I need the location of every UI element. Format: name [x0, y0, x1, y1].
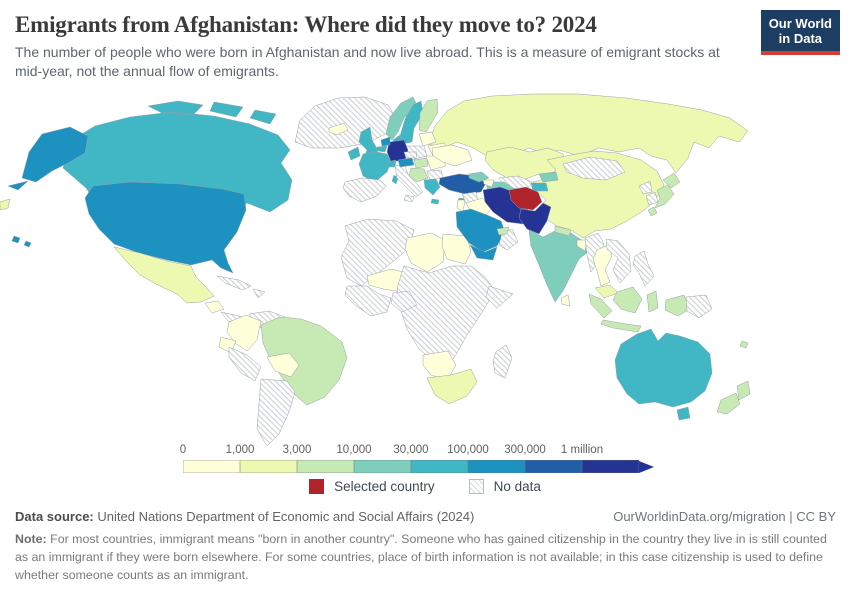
country-bangladesh[interactable] [576, 239, 588, 252]
country-nigeria[interactable] [390, 290, 418, 313]
legend-tick: 300,000 [504, 444, 546, 456]
data-source-label: Data source: [15, 509, 94, 524]
country-finland[interactable] [418, 98, 439, 133]
country-argentina-chile[interactable] [256, 378, 296, 447]
country-spain-portugal[interactable] [342, 177, 387, 203]
legend-tick: 1,000 [225, 444, 255, 456]
legend-swatch[interactable] [468, 460, 525, 473]
selected-country-swatch [309, 479, 325, 494]
country-japan[interactable] [647, 172, 681, 217]
legend-swatch[interactable] [411, 460, 468, 473]
country-tasmania[interactable] [676, 406, 691, 421]
country-greece[interactable] [423, 178, 441, 205]
country-cuba[interactable] [216, 275, 252, 291]
country-iceland[interactable] [328, 122, 349, 136]
data-source-value: United Nations Department of Economic an… [97, 509, 475, 524]
country-russia-sliver[interactable] [0, 198, 11, 211]
legend-row2: Selected country No data [0, 479, 850, 494]
country-hawaii[interactable] [11, 235, 32, 248]
map-area [0, 90, 850, 450]
legend-tick: 3,000 [282, 444, 312, 456]
legend-swatch[interactable] [297, 460, 354, 473]
country-guatemala[interactable] [204, 300, 225, 314]
legend-swatch[interactable] [582, 460, 639, 473]
country-italy[interactable] [394, 163, 424, 203]
country-indonesia[interactable] [588, 286, 691, 333]
country-balkans[interactable] [408, 167, 429, 183]
legend-swatch[interactable] [183, 460, 240, 473]
legend-arrow [639, 460, 654, 473]
country-mongolia[interactable] [562, 156, 626, 181]
country-azerbaijan[interactable] [482, 179, 495, 188]
country-sri-lanka[interactable] [560, 294, 571, 307]
country-ireland[interactable] [347, 146, 361, 161]
no-data-label: No data [493, 479, 541, 494]
legend-tick: 100,000 [447, 444, 489, 456]
country-yemen[interactable] [469, 244, 498, 261]
country-usa[interactable] [84, 181, 247, 274]
country-austria[interactable] [397, 157, 415, 168]
country-netherlands[interactable] [380, 136, 391, 147]
country-hungary[interactable] [413, 157, 429, 169]
country-nw-africa[interactable] [340, 218, 415, 287]
legend-tick: 30,000 [393, 444, 429, 456]
country-belgium[interactable] [376, 145, 388, 153]
country-hispaniola[interactable] [252, 288, 266, 299]
data-source-line: Data source: United Nations Department o… [15, 509, 474, 524]
page-title: Emigrants from Afghanistan: Where did th… [15, 12, 597, 37]
country-south-africa[interactable] [426, 368, 478, 405]
country-switzerland[interactable] [386, 159, 397, 168]
legend-swatch[interactable] [525, 460, 582, 473]
country-afghanistan[interactable] [508, 186, 543, 211]
country-papua-new-guinea[interactable] [685, 294, 713, 319]
country-libya[interactable] [404, 232, 446, 273]
country-horn-of-africa[interactable] [485, 285, 514, 309]
country-tajikistan[interactable] [530, 182, 549, 192]
country-philippines[interactable] [632, 250, 655, 287]
legend-tick: 10,000 [336, 444, 372, 456]
country-ukraine[interactable] [431, 144, 473, 167]
map-legend: 0 1,000 3,000 10,000 30,000 100,000 300,000 1 m… [179, 444, 663, 473]
country-laos-vietnam[interactable] [605, 238, 632, 284]
country-fiji[interactable] [739, 340, 749, 349]
country-peru[interactable] [228, 346, 262, 382]
note-text-block: Note: For most countries, immigrant mean… [15, 531, 836, 585]
country-pakistan[interactable] [518, 202, 552, 235]
country-mexico[interactable] [113, 246, 215, 304]
note-label: Note: [15, 532, 47, 546]
owid-logo[interactable]: Our World in Data [760, 10, 840, 56]
world-map [0, 93, 751, 447]
country-malaysia[interactable] [594, 284, 619, 299]
country-north-korea[interactable] [638, 180, 653, 195]
country-kyrgyzstan[interactable] [538, 171, 559, 183]
owid-logo-line2: in Data [778, 31, 823, 47]
country-baltics[interactable] [418, 131, 437, 147]
legend-tick: 0 [179, 444, 187, 456]
legend-tick: 1 million [560, 444, 604, 456]
country-australia[interactable] [614, 328, 713, 408]
country-west-africa[interactable] [344, 285, 392, 317]
country-alaska[interactable] [7, 126, 89, 191]
note-text: For most countries, immigrant means "bor… [15, 532, 827, 582]
no-data-swatch [468, 479, 484, 494]
legend-ticks: 0 1,000 3,000 10,000 30,000 100,000 300,000 1 m… [179, 444, 663, 460]
chart-footer: Data source: United Nations Department o… [15, 509, 836, 585]
attribution-link[interactable]: OurWorldinData.org/migration | CC BY [613, 509, 836, 524]
owid-logo-line1: Our World [768, 16, 832, 31]
country-uae[interactable] [496, 226, 510, 236]
legend-swatch[interactable] [240, 460, 297, 473]
country-bolivia[interactable] [266, 352, 300, 378]
country-madagascar[interactable] [492, 344, 513, 379]
legend-bar [183, 460, 639, 473]
country-nepal[interactable] [554, 225, 572, 237]
country-new-zealand[interactable] [716, 380, 751, 415]
country-central-east-africa[interactable] [396, 265, 496, 369]
country-czechia[interactable] [403, 151, 418, 159]
chart-subtitle: The number of people who were born in Af… [15, 44, 720, 80]
selected-country-label: Selected country [334, 479, 435, 494]
legend-swatch[interactable] [354, 460, 411, 473]
chart-header: Emigrants from Afghanistan: Where did th… [15, 12, 760, 81]
